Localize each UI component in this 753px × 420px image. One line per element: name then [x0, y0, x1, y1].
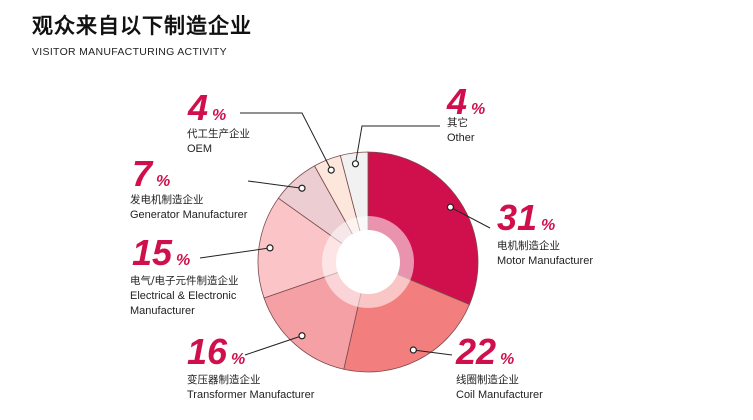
leader-line-coil [413, 349, 453, 356]
leader-dot-generator [298, 184, 306, 192]
leader-dot-electrical [266, 244, 274, 252]
slice-oem-percent: 4% [188, 87, 227, 128]
slice-other-percent: 4% [447, 81, 486, 122]
leader-line-electrical [199, 247, 271, 259]
slice-electrical-label: 电气/电子元件制造企业 Electrical & Electronic Manu… [130, 275, 239, 317]
leader-dot-other [351, 160, 360, 168]
leader-dot-oem [327, 166, 335, 174]
leader-dot-coil [409, 346, 417, 354]
donut-hole [336, 230, 400, 294]
slice-coil-label: 线圈制造企业 Coil Manufacturer [456, 374, 543, 401]
leader-line-motor [450, 206, 491, 229]
leader-line-oem [240, 112, 332, 171]
slice-transformer-percent: 16% [187, 331, 246, 372]
slice-oem-label: 代工生产企业 OEM [187, 128, 250, 155]
slice-generator-percent: 7% [132, 153, 171, 194]
slice-motor-label: 电机制造企业 Motor Manufacturer [497, 240, 593, 267]
leader-dot-motor [446, 203, 455, 211]
leader-line-generator [247, 180, 303, 189]
page-title: 观众来自以下制造企业 [32, 14, 252, 38]
slice-electrical [257, 197, 369, 299]
leader-line-transformer [244, 335, 303, 356]
slice-transformer-label: 变压器制造企业 Transformer Manufacturer [187, 374, 315, 401]
leader-line-other [354, 125, 440, 164]
slice-generator-label: 发电机制造企业 Generator Manufacturer [130, 194, 248, 221]
slice-electrical-percent: 15% [132, 232, 191, 273]
slice-other-label: 其它 Other [447, 117, 475, 144]
leader-dot-transformer [298, 332, 306, 340]
page-subtitle: VISITOR MANUFACTURING ACTIVITY [32, 46, 227, 58]
slice-motor-percent: 31% [497, 197, 556, 238]
slice-coil-percent: 22% [456, 331, 515, 372]
